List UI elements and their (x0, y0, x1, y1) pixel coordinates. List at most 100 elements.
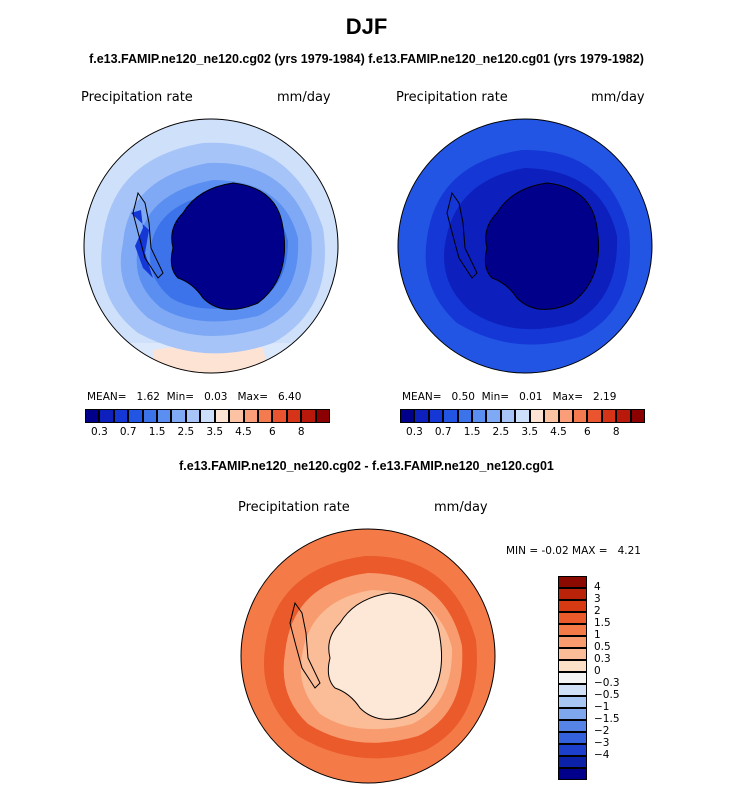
panel3-colorbar-tick-label: 3 (594, 593, 601, 605)
panel3-colorbar-box (558, 672, 587, 684)
panel3-colorbar-tick-label: 0 (594, 665, 601, 677)
panel3-colorbar-ticks: 4 3 2 1.5 1 0.5 0.3 0 −0.3 −0.5 −1 −1.5 −2 −3 −4 (594, 576, 634, 780)
figure-subtitle: f.e13.FAMIP.ne120_ne120.cg02 (yrs 1979-1… (0, 52, 733, 66)
panel1-colorbar-box (257, 409, 273, 423)
panel3-colorbar-tick-label: 1.5 (594, 617, 611, 629)
panel1-colorbar-tick-label: 0.7 (119, 426, 137, 438)
panel3-colorbar (558, 576, 587, 780)
panel1-colorbar-tick-label: 6 (269, 426, 276, 438)
panel1-colorbar-box (113, 409, 129, 423)
panel1-variable-label: Precipitation rate (81, 90, 193, 105)
panel2-antarctica-dry (485, 183, 599, 310)
panel1-colorbar-box (142, 409, 158, 423)
panel3-colorbar-box (558, 756, 587, 768)
panel2-coastline (446, 182, 600, 310)
panel2-colorbar-box (601, 409, 617, 423)
panel1-colorbar-box (85, 409, 100, 423)
panel1-colorbar (85, 409, 330, 423)
panel2-colorbar (400, 409, 645, 423)
panel1-colorbar-tick-label: 1.5 (148, 426, 166, 438)
panel2-map (397, 118, 653, 374)
panel1-colorbar-box (286, 409, 302, 423)
panel3-colorbar-tick-label: −0.3 (594, 677, 620, 689)
panel3-colorbar-tick-label: −4 (594, 749, 610, 761)
panel1-colorbar-tick-label: 3.5 (206, 426, 224, 438)
panel1-colorbar-box (99, 409, 114, 423)
panel2-colorbar-box (544, 409, 559, 423)
panel3-map (240, 528, 496, 784)
panel3-antarctica (328, 593, 442, 720)
panel1-colorbar-box (200, 409, 215, 423)
panel3-colorbar-tick-label: −1 (594, 701, 610, 713)
panel1-stats: MEAN= 1.62 Min= 0.03 Max= 6.40 (87, 391, 302, 403)
panel1-warm-patch (153, 344, 268, 373)
panel3-colorbar-tick-label: −2 (594, 725, 610, 737)
panel1-coastline (132, 182, 286, 310)
panel2-variable-label: Precipitation rate (396, 90, 508, 105)
panel2-colorbar-box (500, 409, 516, 423)
panel3-variable-label: Precipitation rate (238, 500, 350, 515)
panel1-colorbar-ticks: 0.3 0.7 1.5 2.5 3.5 4.5 6 8 (85, 426, 330, 440)
panel3-colorbar-tick-label: 0.3 (594, 653, 611, 665)
panel2-colorbar-tick-label: 8 (612, 426, 620, 438)
panel2-colorbar-box (616, 409, 631, 423)
subtitle-right: f.e13.FAMIP.ne120_ne120.cg01 (yrs 1979-1… (368, 52, 644, 66)
subtitle-left: f.e13.FAMIP.ne120_ne120.cg02 (yrs 1979-1… (89, 52, 365, 66)
panel2-colorbar-box (400, 409, 415, 423)
panel3-stats: MIN = -0.02 MAX = 4.21 (506, 545, 641, 557)
panel3-colorbar-tick-label: −3 (594, 737, 610, 749)
panel1-colorbar-box (185, 409, 201, 423)
panel3-colorbar-box (558, 684, 587, 696)
panel3-colorbar-tick-label: 1 (594, 629, 601, 641)
diff-title: f.e13.FAMIP.ne120_ne120.cg02 - f.e13.FAM… (179, 459, 554, 473)
panel3-colorbar-tick-label: 4 (594, 581, 601, 593)
panel1-colorbar-box (128, 409, 143, 423)
panel3-colorbar-box (558, 576, 587, 588)
panel1-colorbar-box (315, 409, 330, 423)
panel2-colorbar-box (472, 409, 487, 423)
panel2-colorbar-box (630, 409, 645, 423)
panel2-units-label: mm/day (591, 90, 645, 105)
panel3-colorbar-box (558, 600, 587, 612)
panel1-units-label: mm/day (277, 90, 331, 105)
panel1-colorbar-box (171, 409, 186, 423)
panel2-colorbar-box (572, 409, 588, 423)
panel2-colorbar-box (457, 409, 473, 423)
panel1-colorbar-box (243, 409, 258, 423)
panel3-colorbar-box (558, 720, 587, 732)
panel2-colorbar-box (428, 409, 444, 423)
panel2-colorbar-ticks: 0.3 0.7 1.5 2.5 3.5 4.5 6 8 (400, 426, 645, 440)
panel3-colorbar-box (558, 732, 587, 744)
panel2-colorbar-tick-label: 0.3 (406, 426, 423, 438)
panel1-colorbar-tick-label: 2.5 (177, 426, 195, 438)
panel3-colorbar-box (558, 612, 587, 624)
panel1-colorbar-tick-label: 0.3 (91, 426, 108, 438)
panel1-colorbar-box (157, 409, 172, 423)
panel3-colorbar-box (558, 624, 587, 636)
panel2-colorbar-tick-label: 0.7 (434, 426, 452, 438)
panel2-stats: MEAN= 0.50 Min= 0.01 Max= 2.19 (402, 391, 617, 403)
panel2-colorbar-tick-label: 1.5 (463, 426, 481, 438)
panel3-colorbar-box (558, 660, 587, 672)
panel3-colorbar-box (558, 648, 587, 660)
panel2-colorbar-box (443, 409, 458, 423)
panel2-colorbar-box (486, 409, 501, 423)
panel3-colorbar-tick-label: 2 (594, 605, 601, 617)
panel3-colorbar-box (558, 696, 587, 708)
panel3-coastline (289, 592, 443, 720)
panel2-colorbar-tick-label: 3.5 (521, 426, 539, 438)
panel2-colorbar-box (529, 409, 545, 423)
panel2-colorbar-tick-label: 4.5 (550, 426, 567, 438)
panel3-colorbar-tick-label: −0.5 (594, 689, 620, 701)
panel3-colorbar-box (558, 708, 587, 720)
panel1-colorbar-box (214, 409, 230, 423)
panel1-antarctica-dry (171, 183, 285, 310)
panel3-colorbar-box (558, 588, 587, 600)
panel1-colorbar-box (229, 409, 244, 423)
panel3-colorbar-box (558, 768, 587, 780)
panel1-colorbar-tick-label: 8 (297, 426, 305, 438)
panel1-map (83, 118, 339, 374)
panel2-colorbar-box (414, 409, 429, 423)
panel2-colorbar-tick-label: 6 (584, 426, 591, 438)
panel2-colorbar-tick-label: 2.5 (492, 426, 510, 438)
